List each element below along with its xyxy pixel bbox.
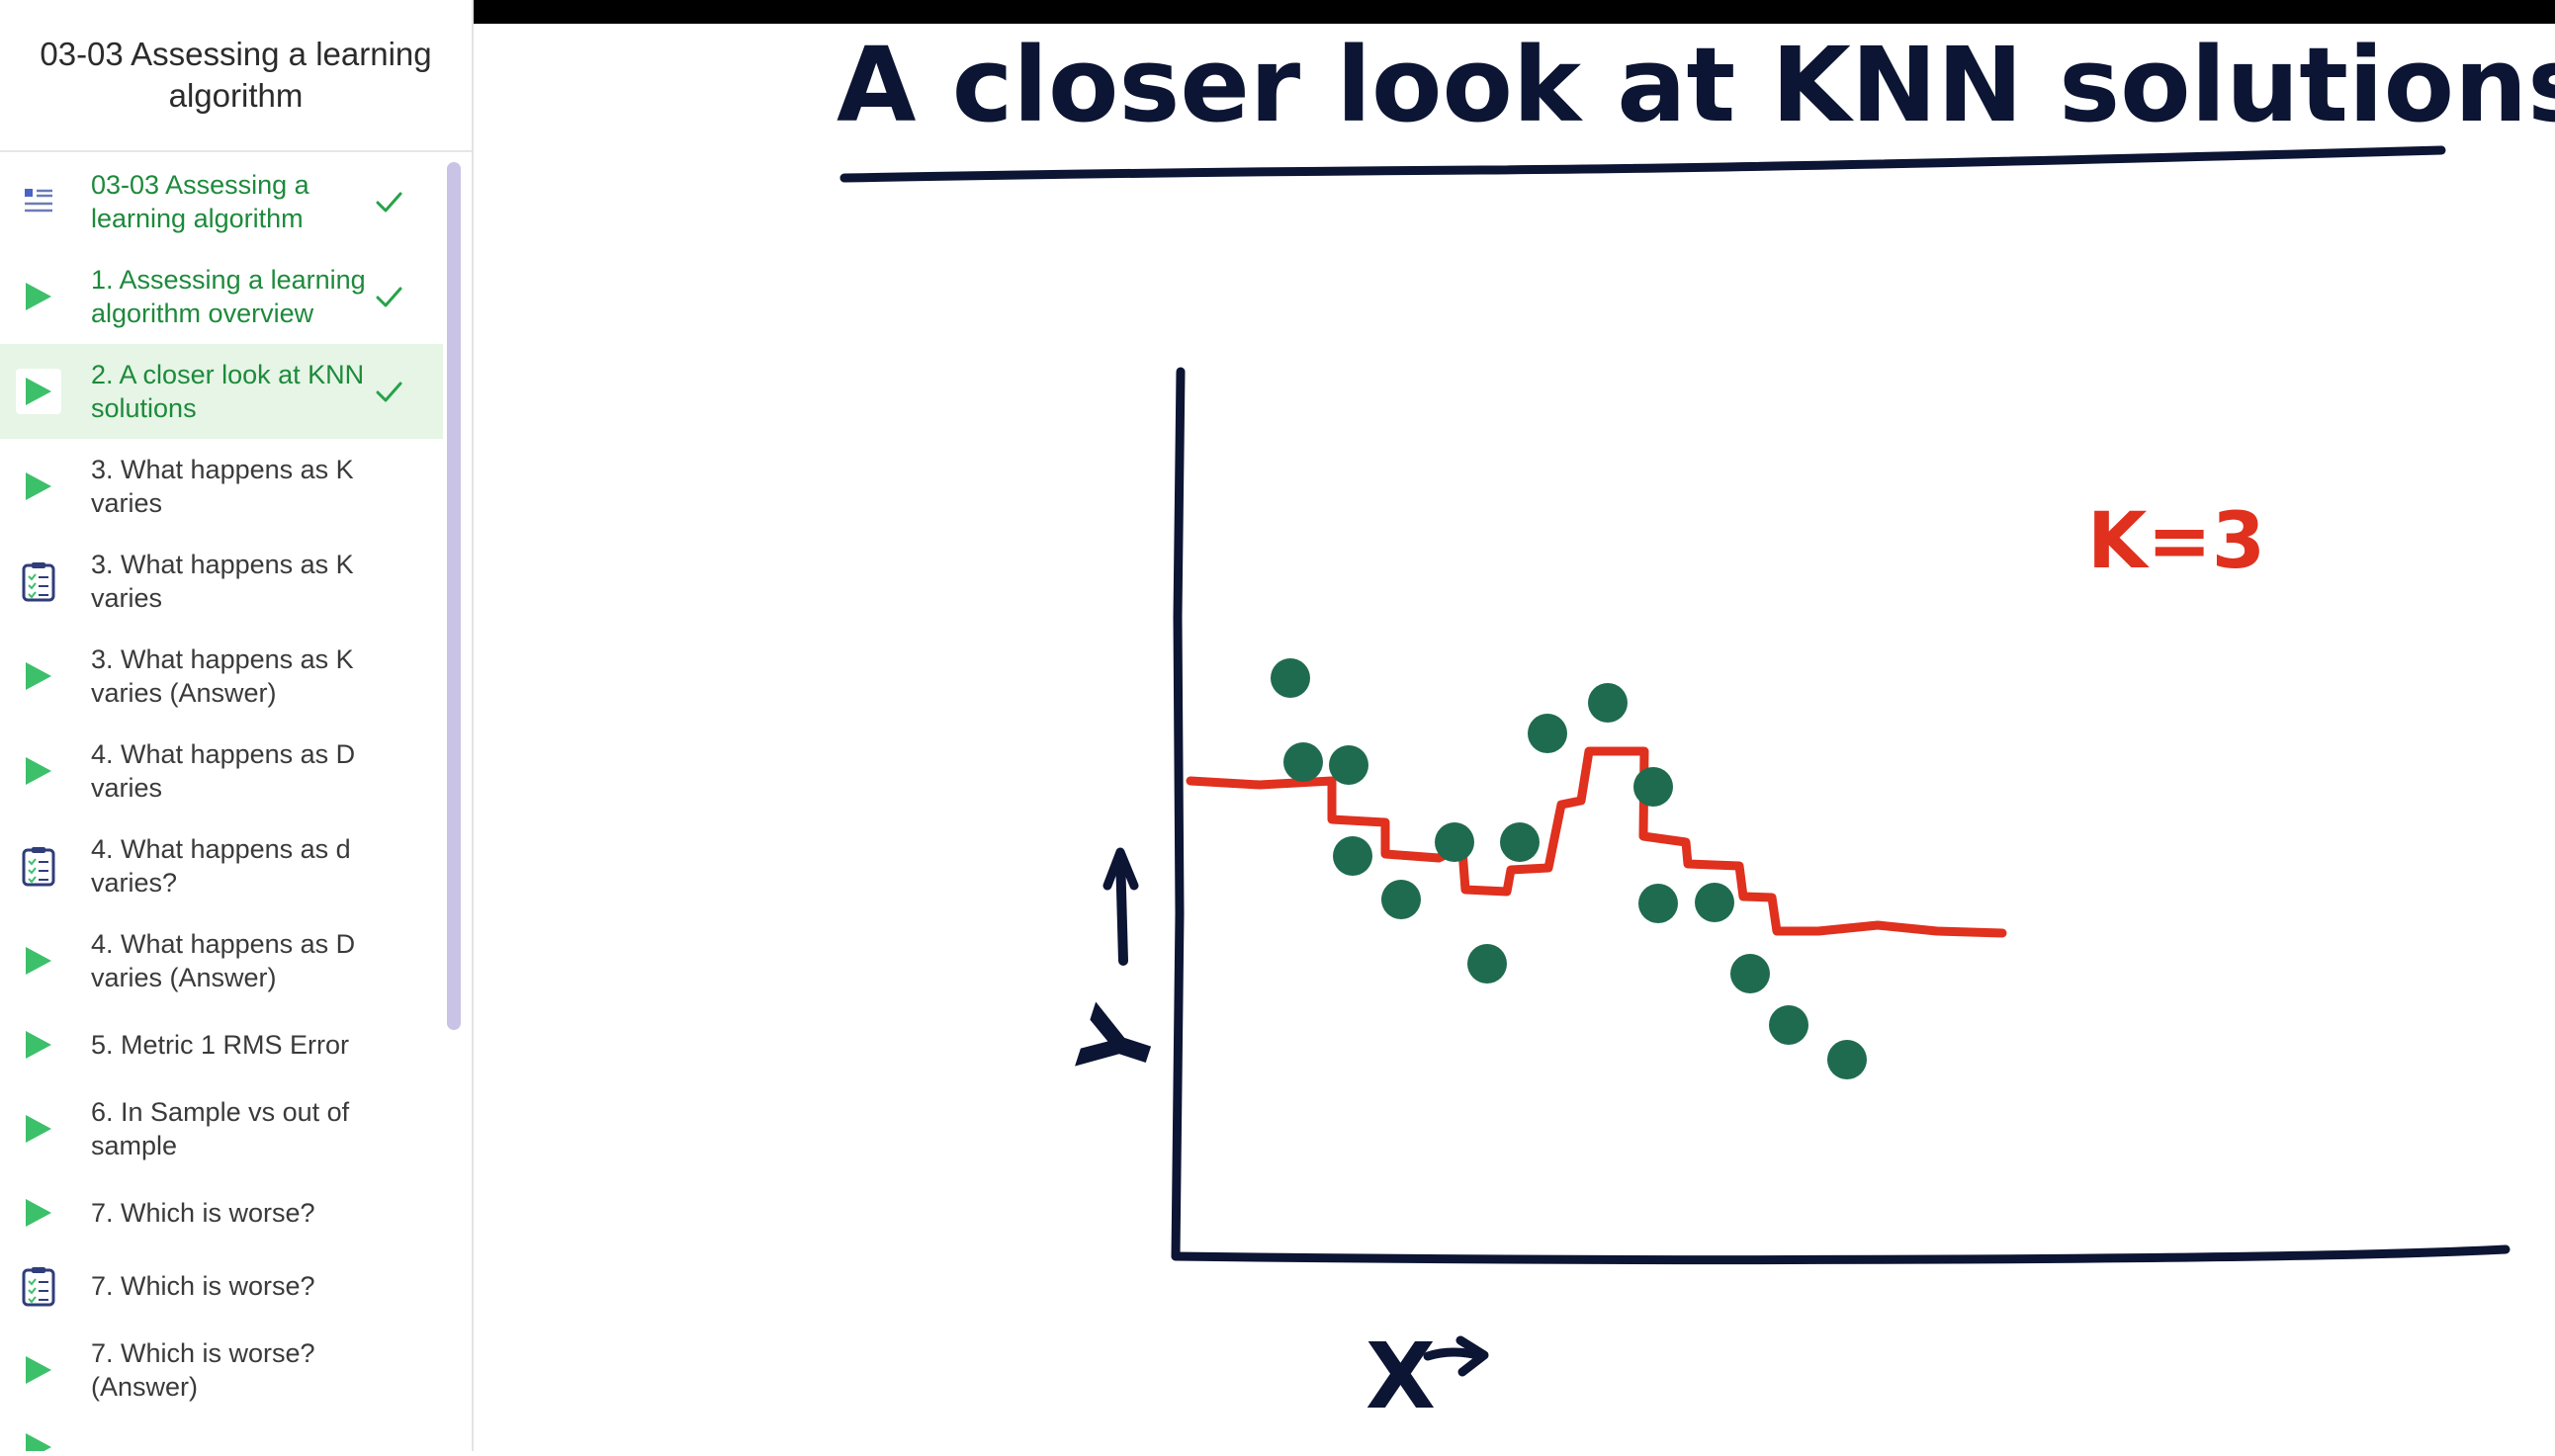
lesson-item-label: 3. What happens as K varies bbox=[91, 550, 354, 613]
lesson-item-label: 6. In Sample vs out of sample bbox=[91, 1097, 350, 1160]
lesson-item-label: 03-03 Assessing a learning algorithm bbox=[91, 170, 309, 233]
play-icon bbox=[16, 274, 61, 319]
lesson-item[interactable]: 1. Assessing a learning algorithm overvi… bbox=[0, 249, 443, 344]
checkmark-icon bbox=[373, 376, 404, 407]
data-points bbox=[1271, 658, 1867, 1079]
data-point bbox=[1500, 822, 1540, 862]
data-point bbox=[1271, 658, 1310, 698]
lesson-item-label: 7. Which is worse? bbox=[91, 1271, 315, 1301]
lesson-item-label: 3. What happens as K varies (Answer) bbox=[91, 644, 354, 708]
data-point bbox=[1283, 742, 1323, 782]
play-icon bbox=[16, 1190, 61, 1236]
play-icon bbox=[16, 1347, 61, 1393]
lesson-item[interactable]: 5. Metric 1 RMS Error bbox=[0, 1008, 443, 1081]
lesson-item[interactable]: 7. Which is worse? bbox=[0, 1176, 443, 1249]
play-icon bbox=[16, 1106, 61, 1152]
data-point bbox=[1695, 883, 1734, 922]
lesson-item-label: 7. Which is worse? bbox=[91, 1198, 315, 1228]
sidebar-scrollbar[interactable] bbox=[447, 162, 461, 1030]
lesson-item[interactable]: 4. What happens as d varies? bbox=[0, 818, 443, 913]
lesson-item[interactable]: 4. What happens as D varies (Answer) bbox=[0, 913, 443, 1008]
lesson-item[interactable]: 6. In Sample vs out of sample bbox=[0, 1081, 443, 1176]
lesson-item[interactable]: 2. A closer look at KNN solutions bbox=[0, 344, 443, 439]
play-icon bbox=[16, 938, 61, 984]
checkmark-icon bbox=[373, 281, 404, 312]
lesson-item[interactable]: 3. What happens as K varies bbox=[0, 439, 443, 534]
data-point bbox=[1730, 954, 1770, 993]
data-point bbox=[1638, 884, 1678, 923]
k-label: K=3 bbox=[2087, 497, 2265, 586]
play-icon bbox=[16, 369, 61, 414]
lesson-list-icon bbox=[16, 179, 61, 224]
x-axis bbox=[1171, 1244, 2511, 1265]
x-axis-label: X bbox=[1366, 1324, 1436, 1429]
lesson-item[interactable]: 7. Which is worse? (Answer) bbox=[0, 1323, 443, 1417]
lesson-item-label: 3. What happens as K varies bbox=[91, 455, 354, 518]
data-point bbox=[1381, 880, 1421, 919]
y-arrow-head bbox=[1102, 847, 1139, 891]
title-underline bbox=[839, 145, 2446, 183]
data-point bbox=[1769, 1005, 1808, 1045]
play-icon bbox=[16, 1022, 61, 1068]
lesson-item[interactable]: 3. What happens as K varies (Answer) bbox=[0, 629, 443, 724]
play-icon bbox=[16, 1424, 61, 1451]
data-point bbox=[1329, 745, 1368, 785]
lesson-item-label: 4. What happens as D varies (Answer) bbox=[91, 929, 356, 992]
data-point bbox=[1633, 767, 1673, 807]
video-top-bar bbox=[474, 0, 2555, 24]
y-axis bbox=[1171, 367, 1186, 1261]
quiz-icon bbox=[16, 558, 61, 604]
data-point bbox=[1435, 822, 1474, 862]
lesson-title: 03-03 Assessing a learning algorithm bbox=[40, 36, 432, 114]
lesson-item-label: 4. What happens as d varies? bbox=[91, 834, 351, 898]
quiz-icon bbox=[16, 843, 61, 889]
video-canvas: A closer look at KNN solutions K=3 Y X bbox=[837, 25, 2555, 1429]
lesson-item[interactable]: 3. What happens as K varies bbox=[0, 534, 443, 629]
lesson-item-label: 5. Metric 1 RMS Error bbox=[91, 1030, 350, 1060]
lesson-item[interactable]: 7. Which is worse? bbox=[0, 1249, 443, 1323]
lesson-item[interactable] bbox=[0, 1417, 443, 1451]
lesson-item-label: 1. Assessing a learning algorithm overvi… bbox=[91, 265, 366, 328]
lesson-item-label: 7. Which is worse? (Answer) bbox=[91, 1338, 315, 1402]
y-arrow-shaft bbox=[1115, 849, 1128, 966]
play-icon bbox=[16, 464, 61, 509]
data-point bbox=[1827, 1040, 1867, 1079]
data-point bbox=[1333, 836, 1372, 876]
lesson-item-list: 03-03 Assessing a learning algorithm 1. A… bbox=[0, 154, 443, 1451]
lesson-sidebar: 03-03 Assessing a learning algorithm 03-… bbox=[0, 0, 474, 1451]
sidebar-header: 03-03 Assessing a learning algorithm bbox=[0, 0, 472, 152]
x-arrow-head bbox=[1455, 1335, 1489, 1377]
lesson-item-label: 2. A closer look at KNN solutions bbox=[91, 360, 365, 423]
video-title: A closer look at KNN solutions bbox=[837, 25, 2555, 145]
data-point bbox=[1467, 944, 1507, 984]
play-icon bbox=[16, 653, 61, 699]
lesson-item-label: 4. What happens as D varies bbox=[91, 739, 356, 803]
lesson-item[interactable]: 03-03 Assessing a learning algorithm bbox=[0, 154, 443, 249]
data-point bbox=[1528, 714, 1567, 753]
lesson-item[interactable]: 4. What happens as D varies bbox=[0, 724, 443, 818]
data-point bbox=[1588, 683, 1628, 723]
y-axis-label: Y bbox=[1058, 996, 1180, 1094]
checkmark-icon bbox=[373, 186, 404, 217]
play-icon bbox=[16, 748, 61, 794]
video-frame[interactable]: A closer look at KNN solutions K=3 Y X bbox=[474, 24, 2555, 1451]
knn-fit-line bbox=[1186, 746, 2007, 938]
quiz-icon bbox=[16, 1263, 61, 1309]
